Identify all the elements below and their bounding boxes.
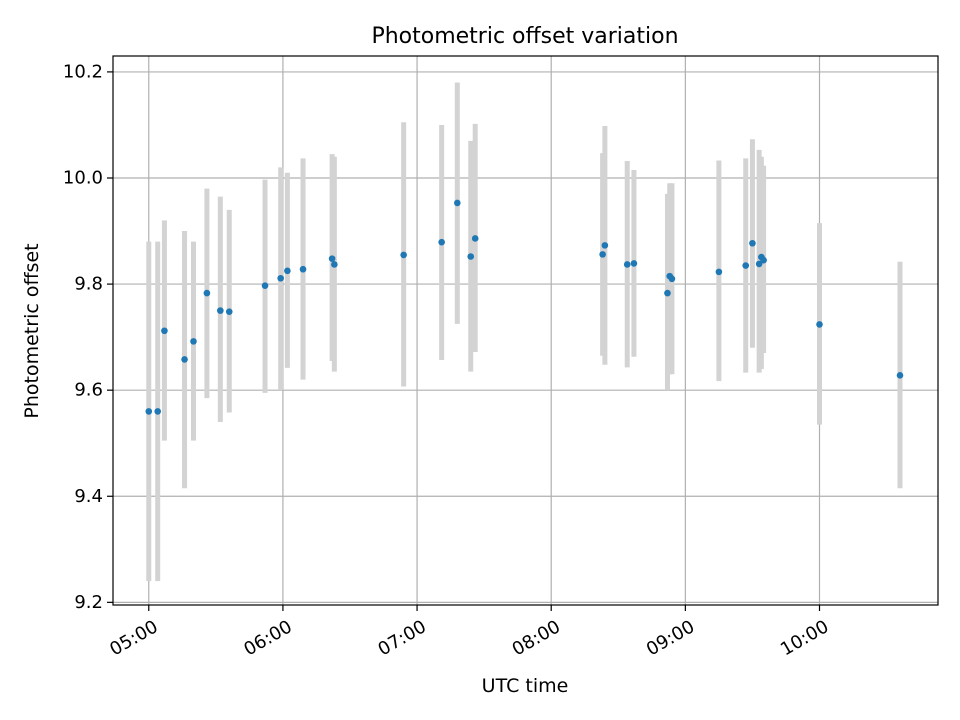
data-point — [284, 267, 291, 275]
data-point — [217, 307, 224, 314]
data-point — [454, 199, 461, 207]
y-tick-label: 9.2 — [74, 592, 103, 613]
data-point — [225, 308, 233, 315]
data-point — [742, 262, 750, 269]
data-point — [715, 268, 723, 276]
data-point — [816, 321, 823, 328]
data-point — [438, 238, 445, 246]
data-points — [145, 199, 904, 415]
data-point — [203, 289, 211, 297]
data-point — [154, 408, 162, 415]
data-point — [277, 274, 284, 282]
data-point — [623, 261, 631, 268]
data-point — [755, 260, 763, 268]
y-tick-label: 10.0 — [63, 168, 103, 189]
y-tick-label: 10.2 — [63, 61, 103, 82]
data-point — [749, 239, 756, 247]
data-point — [599, 251, 606, 258]
data-point — [668, 275, 676, 283]
chart-title: Photometric offset variation — [371, 24, 678, 49]
y-axis-label: Photometric offset — [21, 243, 43, 418]
axis-ticks: 05:00 06:00 07:00 08:00 09:00 10:009.29.49.69… — [63, 61, 832, 660]
y-tick-label: 9.8 — [74, 274, 103, 295]
data-point — [896, 372, 904, 379]
data-point — [145, 408, 153, 415]
data-point — [471, 235, 479, 242]
data-point — [664, 289, 671, 297]
data-point — [601, 242, 609, 249]
y-tick-label: 9.6 — [74, 380, 103, 401]
data-point — [630, 260, 638, 267]
plot-frame — [112, 55, 939, 606]
data-point — [467, 253, 475, 260]
data-point — [331, 261, 338, 268]
data-point — [181, 356, 188, 363]
data-point — [760, 256, 767, 264]
x-axis-label: UTC time — [482, 675, 569, 697]
data-point — [400, 251, 407, 259]
y-tick-label: 9.4 — [74, 486, 103, 507]
data-point — [161, 327, 168, 335]
data-point — [190, 338, 197, 345]
data-point — [328, 255, 336, 262]
data-point — [299, 265, 307, 273]
data-point — [261, 282, 269, 289]
